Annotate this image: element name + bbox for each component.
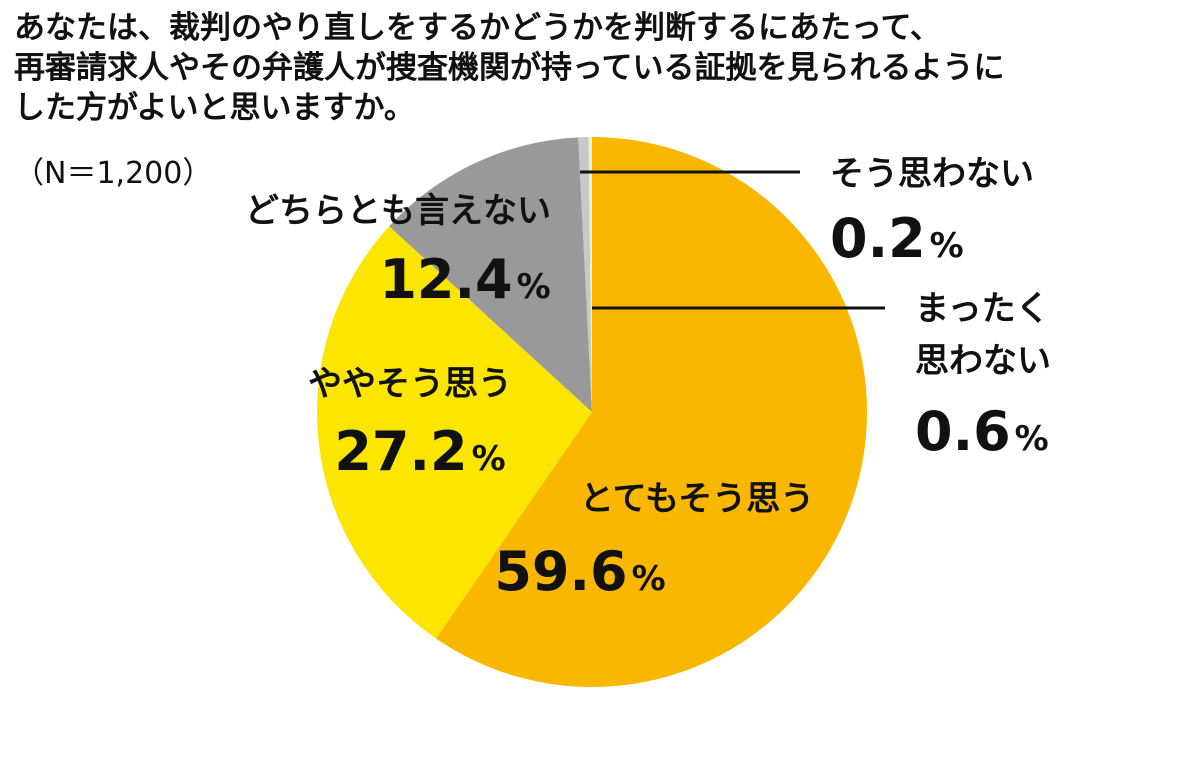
chart-title-line-2: 再審請求人やその弁護人が捜査機関が持っている証拠を見られるように <box>14 50 1005 86</box>
chart-title-line-3: した方がよいと思いますか。 <box>14 90 415 126</box>
slice-label-neither: どちらとも言えない <box>245 191 551 231</box>
slice-label-strongly-disagree-line-2: 思わない <box>915 341 1051 381</box>
pie-slice-neither <box>389 137 592 412</box>
slice-value-neither: 12.4% <box>379 248 550 311</box>
pie-slice-very-much-agree <box>436 137 868 687</box>
slice-label-disagree: そう思わない <box>830 154 1034 194</box>
pie-slice-disagree <box>588 136 592 412</box>
slice-label-very-much-agree: とてもそう思う <box>580 479 815 519</box>
slice-value-somewhat-agree: 27.2% <box>334 420 505 483</box>
chart-title-line-1: あなたは、裁判のやり直しをするかどうかを判断するにあたって、 <box>14 10 941 46</box>
slice-label-somewhat-agree: ややそう思う <box>308 364 512 404</box>
pie-slice-somewhat-agree <box>316 226 592 639</box>
slice-value-strongly-disagree: 0.6% <box>915 400 1049 463</box>
slice-label-strongly-disagree-line-1: まったく <box>915 289 1050 329</box>
slice-value-disagree: 0.2% <box>830 207 964 270</box>
chart-title: あなたは、裁判のやり直しをするかどうかを判断するにあたって、 再審請求人やその弁… <box>14 8 1174 128</box>
sample-size-note: （N＝1,200） <box>14 156 213 191</box>
pie-slice-strongly-disagree <box>578 137 592 412</box>
slice-value-very-much-agree: 59.6% <box>494 540 665 603</box>
